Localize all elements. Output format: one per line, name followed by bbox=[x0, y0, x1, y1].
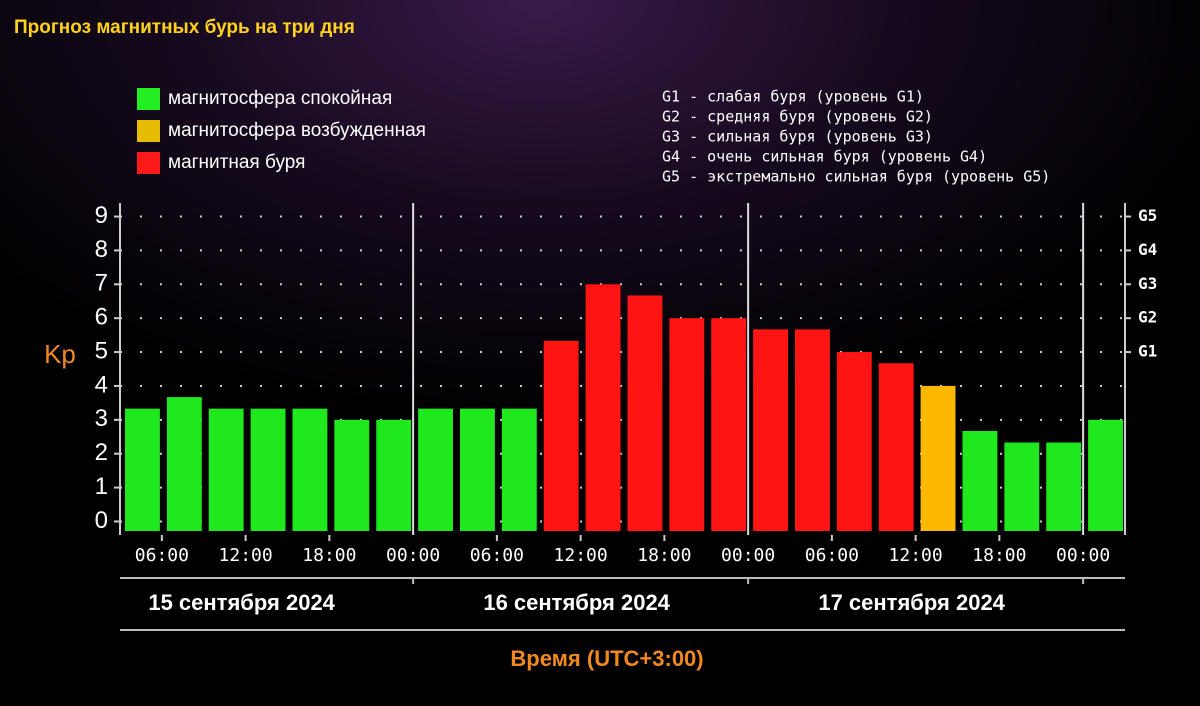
y-tick-label: 0 bbox=[95, 507, 108, 534]
bar bbox=[460, 408, 495, 531]
bar bbox=[795, 329, 830, 531]
x-tick-label: 18:00 bbox=[302, 545, 356, 566]
legend-swatch bbox=[137, 88, 160, 110]
bar bbox=[920, 385, 956, 531]
y2-tick-label: G3 bbox=[1138, 274, 1157, 293]
bar bbox=[878, 363, 914, 531]
legend-label: магнитосфера возбужденная bbox=[168, 120, 426, 141]
y2-tick-label: G4 bbox=[1138, 240, 1157, 259]
bar bbox=[1088, 419, 1123, 531]
bar bbox=[208, 408, 244, 531]
x-tick-label: 00:00 bbox=[1056, 545, 1110, 566]
day-label: 16 сентября 2024 bbox=[483, 590, 670, 615]
x-tick-label: 18:00 bbox=[972, 545, 1026, 566]
day-label: 17 сентября 2024 bbox=[818, 590, 1005, 615]
x-tick-label: 12:00 bbox=[219, 545, 273, 566]
y2-tick-label: G2 bbox=[1138, 308, 1157, 327]
bar bbox=[962, 430, 998, 531]
day-label: 15 сентября 2024 bbox=[148, 590, 335, 615]
y-tick-label: 2 bbox=[95, 439, 108, 466]
x-tick-label: 12:00 bbox=[554, 545, 608, 566]
legend-swatch bbox=[137, 120, 160, 142]
bar bbox=[376, 419, 412, 531]
y-tick-label: 9 bbox=[95, 202, 108, 229]
y-tick-label: 4 bbox=[95, 371, 108, 398]
y2-tick-label: G1 bbox=[1138, 342, 1157, 361]
bar bbox=[501, 408, 537, 531]
legend-swatch bbox=[137, 152, 160, 174]
storm-level: G2 - средняя буря (уровень G2) bbox=[662, 108, 933, 126]
storm-level: G4 - очень сильная буря (уровень G4) bbox=[662, 148, 987, 166]
bar bbox=[1046, 442, 1082, 531]
storm-level: G5 - экстремально сильная буря (уровень … bbox=[662, 168, 1050, 186]
legend-label: магнитная буря bbox=[168, 152, 305, 173]
bar bbox=[627, 295, 663, 531]
bar bbox=[543, 340, 579, 531]
bar bbox=[669, 318, 705, 531]
bar bbox=[753, 329, 788, 531]
bar bbox=[292, 408, 328, 531]
chart-title: Прогноз магнитных бурь на три дня bbox=[14, 17, 355, 38]
x-tick-label: 18:00 bbox=[637, 545, 691, 566]
storm-level: G1 - слабая буря (уровень G1) bbox=[662, 88, 924, 106]
bar bbox=[334, 419, 370, 531]
x-axis-label: Время (UTC+3:00) bbox=[510, 646, 703, 671]
y2-tick-label: G5 bbox=[1138, 206, 1157, 225]
bar bbox=[585, 284, 621, 531]
y-tick-label: 5 bbox=[95, 337, 108, 364]
storm-level: G3 - сильная буря (уровень G3) bbox=[662, 128, 933, 146]
bar bbox=[1004, 442, 1040, 531]
y-tick-label: 6 bbox=[95, 304, 108, 331]
y-tick-label: 1 bbox=[95, 473, 108, 500]
legend-label: магнитосфера спокойная bbox=[168, 88, 392, 109]
y-axis-label: Kp bbox=[44, 339, 76, 369]
x-tick-label: 00:00 bbox=[721, 545, 775, 566]
y-tick-label: 7 bbox=[95, 270, 108, 297]
y-tick-label: 3 bbox=[95, 405, 108, 432]
x-tick-label: 06:00 bbox=[470, 545, 524, 566]
x-tick-label: 12:00 bbox=[889, 545, 943, 566]
bar bbox=[250, 408, 286, 531]
x-tick-label: 00:00 bbox=[386, 545, 440, 566]
bar bbox=[418, 408, 453, 531]
bar bbox=[166, 397, 202, 531]
x-tick-label: 06:00 bbox=[135, 545, 189, 566]
y-tick-label: 8 bbox=[95, 236, 108, 263]
bar bbox=[125, 408, 160, 531]
bar bbox=[711, 318, 747, 531]
bar bbox=[836, 352, 872, 531]
x-tick-label: 06:00 bbox=[805, 545, 859, 566]
